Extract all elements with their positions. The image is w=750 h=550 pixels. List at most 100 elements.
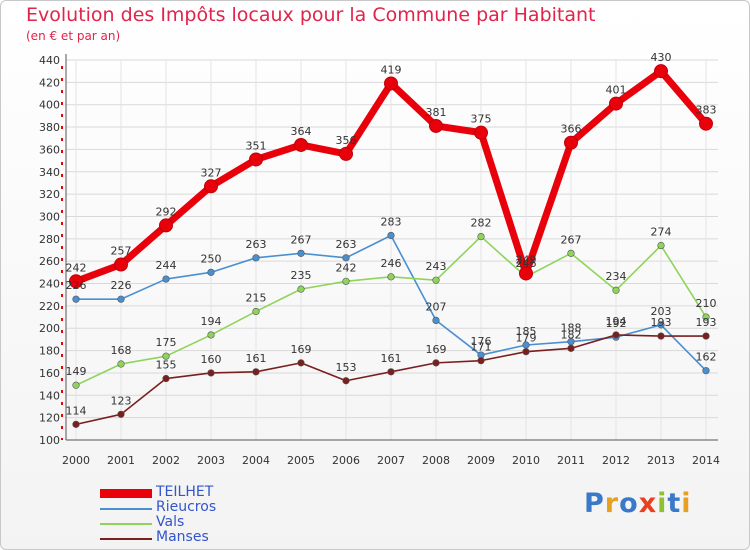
data-point-rieucros xyxy=(297,249,305,257)
data-point-teilhet xyxy=(429,118,443,133)
data-point-vals xyxy=(702,313,710,321)
chart-title: Evolution des Impôts locaux pour la Comm… xyxy=(26,4,596,26)
data-label-manses: 169 xyxy=(426,343,447,356)
data-label-vals: 243 xyxy=(426,260,447,273)
data-point-manses xyxy=(702,332,710,340)
y-tick-label: 420 xyxy=(39,76,60,89)
y-tick-label: 120 xyxy=(39,412,60,425)
data-label-rieucros: 267 xyxy=(291,233,312,246)
logo-letter: o xyxy=(619,488,639,519)
data-point-manses xyxy=(387,368,395,376)
y-tick-label: 320 xyxy=(39,188,60,201)
legend-label-rieucros: Rieucros xyxy=(156,499,217,515)
x-tick-label: 2005 xyxy=(287,454,315,467)
data-label-rieucros: 263 xyxy=(336,238,357,251)
data-label-rieucros: 244 xyxy=(156,259,177,272)
data-point-vals xyxy=(477,232,485,241)
data-label-teilhet: 366 xyxy=(561,123,582,136)
data-label-vals: 282 xyxy=(471,217,492,230)
data-point-teilhet xyxy=(474,125,488,140)
data-label-vals: 194 xyxy=(201,315,222,328)
legend-label-manses: Manses xyxy=(156,529,209,545)
data-point-teilhet xyxy=(339,146,353,161)
y-tick-label: 200 xyxy=(39,322,60,335)
data-label-manses: 114 xyxy=(66,404,87,417)
data-point-manses xyxy=(612,331,620,339)
x-tick-label: 2013 xyxy=(647,454,675,467)
y-tick-label: 140 xyxy=(39,389,60,402)
x-tick-label: 2011 xyxy=(557,454,585,467)
data-label-teilhet: 401 xyxy=(606,84,627,97)
data-label-rieucros: 176 xyxy=(471,335,492,348)
data-label-teilhet: 242 xyxy=(66,261,87,274)
data-label-vals: 168 xyxy=(111,344,132,357)
data-point-teilhet xyxy=(159,218,173,233)
data-point-teilhet xyxy=(519,266,533,281)
y-tick-label: 180 xyxy=(39,345,60,358)
data-label-teilhet: 327 xyxy=(201,166,222,179)
data-label-manses: 169 xyxy=(291,343,312,356)
data-label-vals: 267 xyxy=(561,233,582,246)
data-label-vals: 235 xyxy=(291,269,312,282)
y-tick-label: 400 xyxy=(39,99,60,112)
data-label-teilhet: 249 xyxy=(516,253,537,266)
data-label-rieucros: 162 xyxy=(696,351,717,364)
data-point-rieucros xyxy=(702,367,710,375)
data-label-rieucros: 188 xyxy=(561,322,582,335)
y-tick-label: 160 xyxy=(39,367,60,380)
data-label-vals: 242 xyxy=(336,261,357,274)
data-label-rieucros: 283 xyxy=(381,215,402,228)
logo-letter: r xyxy=(604,488,620,519)
x-tick-label: 2000 xyxy=(62,454,90,467)
y-tick-label: 260 xyxy=(39,255,60,268)
data-point-teilhet xyxy=(69,274,83,289)
data-point-rieucros xyxy=(252,254,260,262)
data-point-vals xyxy=(162,352,170,360)
y-tick-label: 300 xyxy=(39,210,60,223)
data-point-rieucros xyxy=(387,231,395,240)
data-label-rieucros: 185 xyxy=(516,325,537,338)
data-point-teilhet xyxy=(249,152,263,167)
data-label-rieucros: 203 xyxy=(651,305,672,318)
data-point-teilhet xyxy=(384,76,398,91)
data-label-teilhet: 381 xyxy=(426,106,447,119)
data-label-vals: 246 xyxy=(381,257,402,270)
data-point-vals xyxy=(567,249,575,257)
x-tick-label: 2007 xyxy=(377,454,405,467)
data-label-teilhet: 257 xyxy=(111,245,132,258)
data-label-rieucros: 226 xyxy=(66,279,87,292)
data-label-manses: 161 xyxy=(381,352,402,365)
y-tick-label: 280 xyxy=(39,233,60,246)
data-point-manses xyxy=(342,377,350,385)
data-point-manses xyxy=(432,359,440,367)
data-point-manses xyxy=(252,368,260,376)
logo-letter: t xyxy=(667,488,682,519)
data-point-teilhet xyxy=(654,64,668,79)
data-label-teilhet: 430 xyxy=(651,51,672,64)
data-label-rieucros: 226 xyxy=(111,279,132,292)
data-point-manses xyxy=(72,420,80,428)
legend-item-manses: Manses xyxy=(100,529,300,546)
x-tick-label: 2001 xyxy=(107,454,135,467)
data-point-rieucros xyxy=(72,295,80,303)
data-label-manses: 193 xyxy=(696,316,717,329)
data-point-teilhet xyxy=(114,257,128,272)
data-point-rieucros xyxy=(207,268,215,276)
x-tick-label: 2012 xyxy=(602,454,630,467)
data-point-rieucros xyxy=(117,295,125,303)
data-point-vals xyxy=(612,286,620,294)
data-point-manses xyxy=(297,359,305,367)
data-label-rieucros: 192 xyxy=(606,317,627,330)
chart-subtitle: (en € et par an) xyxy=(26,29,121,43)
x-tick-label: 2009 xyxy=(467,454,495,467)
data-point-vals xyxy=(432,276,440,284)
legend-swatch-rieucros xyxy=(100,508,152,510)
data-point-rieucros xyxy=(657,321,665,329)
data-label-vals: 234 xyxy=(606,270,627,283)
chart-legend: TEILHET Rieucros Vals Manses xyxy=(100,484,300,546)
data-label-teilhet: 383 xyxy=(696,104,717,117)
data-point-manses xyxy=(477,357,485,365)
legend-swatch-manses xyxy=(100,538,152,540)
data-label-manses: 123 xyxy=(111,394,132,407)
